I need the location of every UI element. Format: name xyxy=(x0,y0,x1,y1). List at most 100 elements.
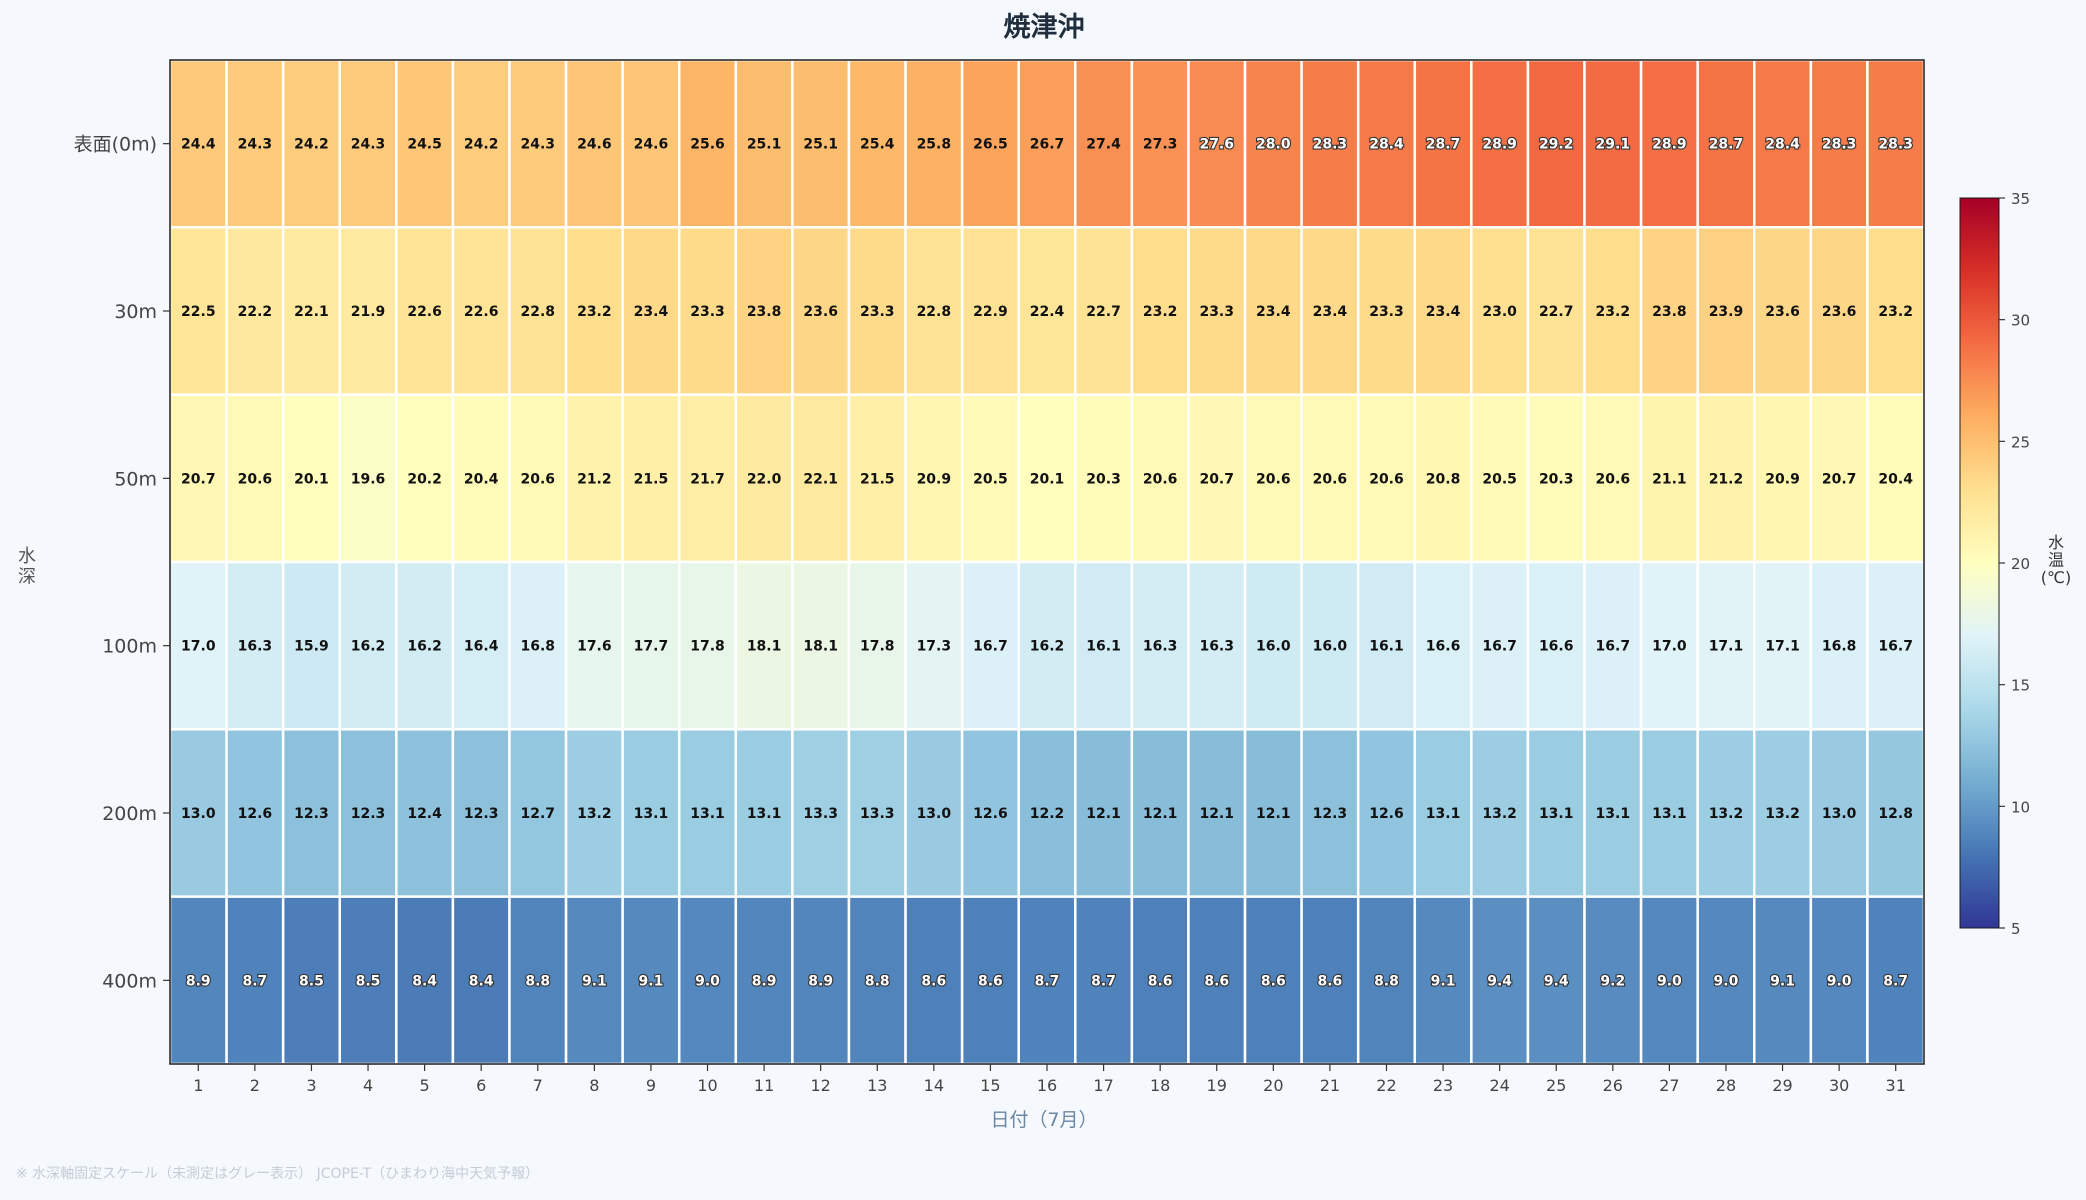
heatmap-cell xyxy=(451,226,511,396)
heatmap-cell xyxy=(168,895,228,1066)
cell-value-label: 23.3 xyxy=(1369,304,1404,320)
cell-value-label: 12.3 xyxy=(351,806,386,822)
cell-value-label: 12.3 xyxy=(294,806,329,822)
cell-value-label: 8.6 xyxy=(1317,973,1342,989)
x-axis: 1 2 3 4 5 6 7 8 9 10 11 12 13 14 15 16 17 18 19 20 21 22 23 24 2… xyxy=(193,1064,1906,1095)
cell-value-label: 9.1 xyxy=(639,973,664,989)
heatmap-cell xyxy=(1074,560,1134,731)
cell-value-label: 13.0 xyxy=(181,806,216,822)
cell-value-label: 28.3 xyxy=(1878,137,1913,153)
cell-value-label: 9.4 xyxy=(1487,973,1512,989)
heatmap-cell xyxy=(1187,226,1247,396)
heatmap-cell xyxy=(338,728,398,898)
heatmap-cell xyxy=(791,58,851,229)
heatmap-cell xyxy=(1639,58,1699,229)
cell-value-label: 24.3 xyxy=(238,137,273,153)
heatmap-cell xyxy=(1130,58,1190,229)
cell-value-label: 24.6 xyxy=(634,137,669,153)
cell-value-label: 29.1 xyxy=(1596,137,1631,153)
cell-value-label: 20.6 xyxy=(1596,471,1631,487)
x-tick-label: 16 xyxy=(1037,1076,1057,1095)
cell-value-label: 16.3 xyxy=(1143,639,1178,655)
cell-value-label: 24.3 xyxy=(351,137,386,153)
cell-value-label: 20.7 xyxy=(1199,471,1234,487)
cell-value-label: 8.9 xyxy=(752,973,777,989)
cell-value-label: 20.7 xyxy=(1822,471,1857,487)
cell-value-label: 8.6 xyxy=(1148,973,1173,989)
cell-value-label: 24.2 xyxy=(294,137,329,153)
x-axis-label: 日付（7月） xyxy=(990,1109,1097,1131)
cell-value-label: 20.6 xyxy=(1143,471,1178,487)
cell-value-label: 12.3 xyxy=(464,806,499,822)
cell-value-label: 28.7 xyxy=(1426,137,1461,153)
cell-value-label: 21.1 xyxy=(1652,471,1687,487)
heatmap-cell xyxy=(1243,393,1303,564)
heatmap-cell xyxy=(1413,226,1473,396)
heatmap-cell xyxy=(1074,58,1134,229)
heatmap-cell xyxy=(1017,393,1077,564)
cell-value-label: 8.5 xyxy=(299,973,324,989)
cell-value-label: 8.8 xyxy=(1374,973,1399,989)
cell-value-label: 28.4 xyxy=(1765,137,1800,153)
cell-value-label: 23.2 xyxy=(577,304,612,320)
cell-value-label: 29.2 xyxy=(1539,137,1574,153)
heatmap-cell xyxy=(1413,560,1473,731)
cell-value-label: 20.4 xyxy=(464,471,499,487)
heatmap-cell xyxy=(225,393,285,564)
cell-value-label: 8.8 xyxy=(525,973,550,989)
x-tick-label: 4 xyxy=(363,1076,373,1095)
cell-value-label: 16.0 xyxy=(1313,639,1348,655)
heatmap-cell xyxy=(1130,895,1190,1066)
cell-value-label: 8.7 xyxy=(1883,973,1908,989)
heatmap-cell xyxy=(1639,895,1699,1066)
colorbar-tick-label: 5 xyxy=(2011,920,2021,938)
x-tick-label: 23 xyxy=(1433,1076,1453,1095)
x-tick-label: 17 xyxy=(1093,1076,1113,1095)
heatmap-cell xyxy=(1753,560,1813,731)
cell-value-label: 13.1 xyxy=(1539,806,1574,822)
colorbar-label: 水温(℃) xyxy=(2041,533,2071,587)
cell-value-label: 9.2 xyxy=(1600,973,1625,989)
heatmap-cell xyxy=(1583,560,1643,731)
x-tick-label: 11 xyxy=(754,1076,774,1095)
heatmap-cell xyxy=(1696,560,1756,731)
heatmap-cell xyxy=(281,728,341,898)
heatmap-cell xyxy=(1583,728,1643,898)
cell-value-label: 16.7 xyxy=(973,639,1008,655)
colorbar-ticks: 5 10 15 20 25 30 35 xyxy=(1999,190,2030,938)
y-tick-label: 表面(0m) xyxy=(74,134,157,156)
heatmap-cell xyxy=(451,58,511,229)
x-tick-label: 22 xyxy=(1376,1076,1396,1095)
heatmap-cell xyxy=(1866,728,1926,898)
heatmap-cell xyxy=(451,895,511,1066)
cell-value-label: 25.8 xyxy=(917,137,952,153)
cell-value-label: 20.5 xyxy=(973,471,1008,487)
heatmap-cell xyxy=(847,895,907,1066)
cell-value-label: 23.0 xyxy=(1482,304,1517,320)
x-tick-label: 5 xyxy=(420,1076,430,1095)
cell-value-label: 16.7 xyxy=(1596,639,1631,655)
cell-value-label: 26.5 xyxy=(973,137,1008,153)
heatmap-cell xyxy=(1753,58,1813,229)
cell-value-label: 16.2 xyxy=(351,639,386,655)
x-tick-label: 29 xyxy=(1772,1076,1792,1095)
heatmap-cell xyxy=(1017,58,1077,229)
heatmap-cell xyxy=(734,393,794,564)
heatmap-cell xyxy=(508,393,568,564)
cell-value-label: 16.1 xyxy=(1086,639,1121,655)
heatmap-cell xyxy=(1187,58,1247,229)
cell-value-label: 22.8 xyxy=(917,304,952,320)
heatmap-cell xyxy=(225,895,285,1066)
heatmap-cell xyxy=(225,560,285,731)
cell-value-label: 16.6 xyxy=(1539,639,1574,655)
cell-value-label: 8.7 xyxy=(1035,973,1060,989)
heatmap-cell xyxy=(1356,560,1417,731)
cell-value-label: 20.3 xyxy=(1086,471,1121,487)
heatmap-cell xyxy=(1356,393,1417,564)
cell-value-label: 15.9 xyxy=(294,639,329,655)
cell-value-label: 12.1 xyxy=(1086,806,1121,822)
cell-value-label: 22.8 xyxy=(521,304,556,320)
heatmap-cell xyxy=(677,393,738,564)
x-tick-label: 13 xyxy=(867,1076,887,1095)
